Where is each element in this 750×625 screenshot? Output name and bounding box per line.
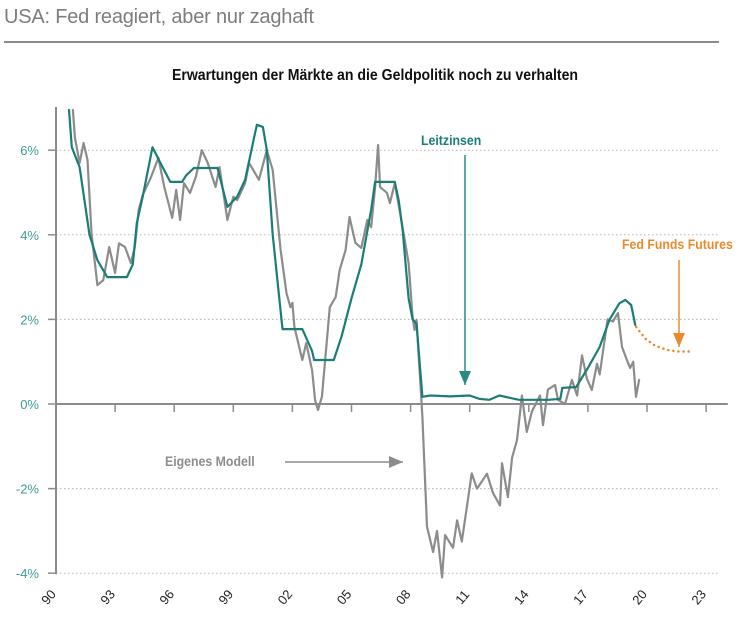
y-tick-label: -2%	[16, 482, 40, 497]
x-tick-label: 17	[570, 587, 591, 608]
chart-title: Erwartungen der Märkte an die Geldpoliti…	[171, 67, 579, 84]
headline-divider	[4, 41, 719, 43]
x-tick-label: 90	[38, 587, 59, 608]
x-tick-label: 93	[97, 587, 118, 608]
futures-arrow-head	[673, 333, 685, 347]
annotation-fed-funds-futures: Fed Funds Futures	[622, 236, 733, 252]
series-fed-funds-futures	[634, 325, 694, 353]
y-tick-label: 2%	[20, 312, 39, 327]
page-headline: USA: Fed reagiert, aber nur zaghaft	[4, 6, 314, 28]
series-eigenes-modell	[71, 108, 641, 579]
modell-arrow-head	[389, 456, 403, 468]
x-tick-label: 11	[452, 587, 472, 607]
x-tick-label: 20	[629, 587, 650, 608]
y-tick-label: 4%	[20, 228, 39, 243]
x-tick-label: 96	[156, 587, 177, 608]
leitzinsen-arrow-head	[459, 371, 471, 385]
y-tick-label: -4%	[16, 566, 40, 581]
x-tick-label: 99	[215, 587, 236, 608]
x-tick-label: 08	[393, 587, 414, 608]
x-tick-label: 14	[511, 587, 532, 608]
x-tick-label: 02	[275, 587, 296, 608]
x-tick-label: 05	[334, 587, 355, 608]
x-tick-label: 23	[688, 587, 709, 608]
y-tick-label: 6%	[20, 143, 39, 158]
annotation-eigenes-modell: Eigenes Modell	[165, 453, 255, 469]
series-leitzinsen	[67, 108, 637, 401]
y-tick-label: 0%	[20, 397, 39, 412]
annotation-leitzinsen: Leitzinsen	[421, 132, 482, 148]
